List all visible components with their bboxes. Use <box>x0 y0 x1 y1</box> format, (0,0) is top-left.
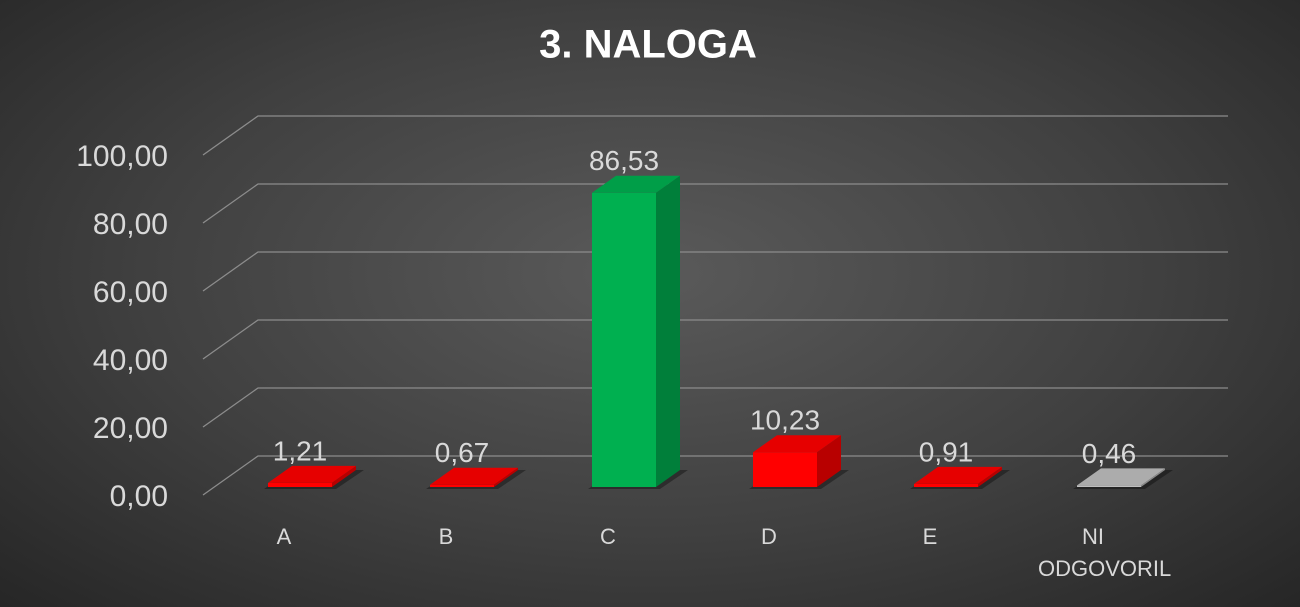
x-tick-label: NI ODGOVORIL <box>1038 524 1172 581</box>
y-tick-label: 20,00 <box>93 412 168 445</box>
bar-top <box>753 435 841 453</box>
bar <box>749 435 849 489</box>
bar <box>588 175 688 489</box>
grid-line <box>202 115 1228 156</box>
y-tick-label: 100,00 <box>76 140 168 173</box>
grid-line <box>202 319 1228 360</box>
x-tick-label: D <box>761 524 777 549</box>
bar-top <box>1077 468 1165 486</box>
bar-top <box>430 467 518 485</box>
bar-front <box>1077 485 1141 487</box>
x-tick-label: B <box>438 524 454 549</box>
value-label: 86,53 <box>589 145 659 176</box>
bar-side <box>494 467 518 487</box>
value-label: 0,67 <box>435 437 490 468</box>
bar-front <box>914 483 978 487</box>
bar-front <box>592 192 656 487</box>
x-tick-label: A <box>276 524 292 549</box>
bar-front <box>430 484 494 487</box>
bar <box>426 467 526 489</box>
value-label: 0,91 <box>919 436 974 467</box>
value-label: 1,21 <box>273 435 328 466</box>
bar-top <box>592 175 680 193</box>
bar-side <box>1141 468 1165 487</box>
y-tick-label: 80,00 <box>93 208 168 241</box>
y-tick-label: 0,00 <box>110 480 168 513</box>
bar-side <box>978 466 1002 487</box>
bar <box>910 466 1010 489</box>
x-tick-label: E <box>922 524 938 549</box>
bar-front <box>753 452 817 487</box>
bar-side <box>817 435 841 487</box>
grid-line <box>202 183 1228 224</box>
bar <box>264 465 364 489</box>
value-label: 0,46 <box>1082 438 1137 469</box>
bar <box>1073 468 1173 489</box>
bar-top <box>914 466 1002 484</box>
bar-front <box>268 482 332 487</box>
grid-line <box>202 387 1228 428</box>
value-label: 10,23 <box>750 405 820 436</box>
grid-line <box>202 251 1228 292</box>
bar-side <box>332 465 356 487</box>
bar-top <box>268 465 356 483</box>
bar-side <box>656 175 680 487</box>
x-tick-label: C <box>600 524 616 549</box>
y-tick-label: 40,00 <box>93 344 168 377</box>
chart-title: 3. NALOGA <box>539 23 757 67</box>
grid-line <box>202 455 1228 496</box>
y-tick-label: 60,00 <box>93 276 168 309</box>
